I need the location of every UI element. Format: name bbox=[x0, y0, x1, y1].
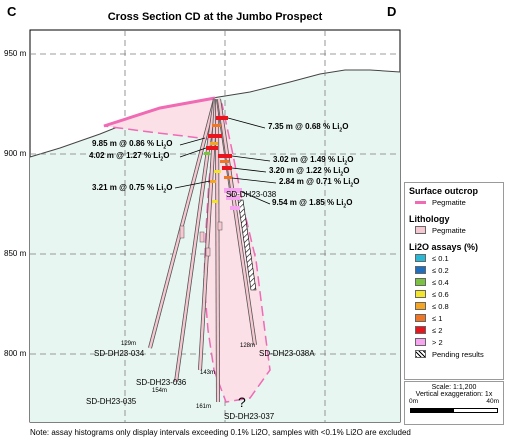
hole-depth-035: 154m bbox=[152, 388, 168, 394]
intercept-label-7: 3.21 m @ 0.75 % Li2O bbox=[92, 183, 173, 195]
footnote: Note: assay histograms only display inte… bbox=[30, 428, 411, 437]
scale-panel: Scale: 1:1,200 Vertical exaggeration: 1x… bbox=[404, 381, 504, 425]
legend-lithology-title: Lithology bbox=[409, 214, 450, 224]
hole-label-038: SD-DH23-038 bbox=[226, 190, 277, 199]
surface-outcrop-pegmatite bbox=[103, 96, 216, 128]
scale-bar: 0m 40m bbox=[405, 398, 503, 414]
legend-assay-row: ≤ 0.8 bbox=[415, 300, 499, 312]
hole-depth-038a: 128m bbox=[240, 343, 256, 349]
scale-bar-graphic bbox=[410, 408, 498, 413]
pending-swatch bbox=[415, 350, 426, 358]
intercept-label-1: 7.35 m @ 0.68 % Li2O bbox=[268, 122, 349, 134]
legend-assay-list: ≤ 0.1 ≤ 0.2 ≤ 0.4 ≤ 0.6 ≤ 0.8 ≤ 1 ≤ 2 > 2 bbox=[415, 252, 499, 348]
assay-bar bbox=[204, 152, 210, 155]
assay-bar bbox=[212, 124, 221, 127]
assay-swatch bbox=[415, 302, 426, 310]
intercept-label-6: 2.84 m @ 0.71 % Li2O bbox=[279, 177, 360, 189]
legend-surface-title: Surface outcrop bbox=[409, 186, 479, 196]
assay-label: ≤ 2 bbox=[432, 325, 443, 335]
section-start-label-c: C bbox=[7, 4, 17, 19]
assay-bar bbox=[216, 116, 228, 120]
assay-label: > 2 bbox=[432, 337, 443, 347]
assay-bar bbox=[214, 170, 221, 173]
assay-swatch bbox=[415, 326, 426, 334]
intercept-leaders bbox=[174, 117, 277, 205]
section-title: Cross Section CD at the Jumbo Prospect bbox=[107, 11, 323, 23]
elevation-label-900: 900 m bbox=[4, 149, 27, 158]
assay-bar bbox=[217, 221, 223, 231]
surface-outcrop-swatch bbox=[415, 200, 426, 204]
assay-swatch bbox=[415, 314, 426, 322]
scale-text: Scale: 1:1,200 bbox=[431, 384, 477, 391]
hole-label-034: SD-DH23-034 bbox=[94, 349, 145, 358]
hole-label-036: SD-DH23-036 bbox=[136, 378, 187, 387]
intercept-label-3: 4.02 m @ 1.27 % Li2O bbox=[89, 151, 170, 163]
hole-depth-036: 143m bbox=[200, 370, 216, 376]
hole-label-035: SD-DH23-035 bbox=[86, 397, 137, 406]
assay-label: ≤ 0.2 bbox=[432, 265, 449, 275]
assay-histograms bbox=[179, 116, 242, 257]
assay-bar bbox=[220, 160, 229, 163]
assay-swatch bbox=[415, 290, 426, 298]
assay-bar bbox=[208, 134, 222, 138]
assay-bar bbox=[230, 206, 240, 210]
elevation-label-850: 850 m bbox=[4, 249, 27, 258]
assay-label: ≤ 0.8 bbox=[432, 301, 449, 311]
intercept-label-4: 3.02 m @ 1.49 % Li2O bbox=[273, 155, 354, 167]
assay-swatch bbox=[415, 266, 426, 274]
assay-bar bbox=[210, 142, 218, 145]
elevation-label-800: 800 m bbox=[4, 349, 27, 358]
legend-assay-row: ≤ 2 bbox=[415, 324, 499, 336]
assay-swatch bbox=[415, 278, 426, 286]
hole-depth-037: 161m bbox=[196, 404, 212, 410]
assay-bar bbox=[226, 196, 240, 200]
hole-depth-034: 129m bbox=[121, 341, 137, 347]
legend-assay-row: ≤ 0.6 bbox=[415, 288, 499, 300]
assay-label: ≤ 0.4 bbox=[432, 277, 449, 287]
legend-panel: Surface outcrop Pegmatite Lithology Pegm… bbox=[404, 182, 504, 380]
vertical-exaggeration-text: Vertical exaggeration: 1x bbox=[415, 391, 493, 398]
legend-assay-row: ≤ 0.1 bbox=[415, 252, 499, 264]
assay-bar bbox=[199, 231, 205, 243]
legend-assay-row: ≤ 0.2 bbox=[415, 264, 499, 276]
assay-bar bbox=[218, 154, 232, 158]
assay-bar bbox=[205, 247, 211, 257]
legend-surface-row: Pegmatite bbox=[415, 196, 499, 208]
scale-start-label: 0m bbox=[409, 398, 419, 405]
assay-bar bbox=[210, 180, 216, 183]
legend-lithology-row: Pegmatite bbox=[415, 224, 499, 236]
section-end-label-d: D bbox=[387, 4, 397, 19]
assay-label: ≤ 1 bbox=[432, 313, 443, 323]
assay-swatch bbox=[415, 254, 426, 262]
assay-bar bbox=[224, 176, 232, 179]
assay-label: ≤ 0.6 bbox=[432, 289, 449, 299]
pending-results-interval bbox=[237, 199, 257, 291]
legend-assay-row: ≤ 1 bbox=[415, 312, 499, 324]
assay-bar bbox=[212, 200, 218, 203]
assay-bar bbox=[179, 225, 185, 239]
hole-label-037: SD-DH23-037 bbox=[224, 412, 275, 421]
legend-assay-row: ≤ 0.4 bbox=[415, 276, 499, 288]
assay-bar bbox=[222, 166, 232, 170]
hole-label-038a: SD-DH23-038A bbox=[259, 349, 315, 358]
lithology-swatch bbox=[415, 226, 426, 234]
assay-label: ≤ 0.1 bbox=[432, 253, 449, 263]
elevation-label-950: 950 m bbox=[4, 49, 27, 58]
assay-swatch bbox=[415, 338, 426, 346]
assay-bar bbox=[206, 146, 218, 150]
uncertain-extent-marker: ? bbox=[238, 394, 246, 410]
intercept-label-5: 3.20 m @ 1.22 % Li2O bbox=[269, 166, 350, 178]
assay-bar bbox=[224, 188, 242, 193]
intercept-label-8: 9.54 m @ 1.85 % Li2O bbox=[272, 198, 353, 210]
intercept-label-2: 9.85 m @ 0.86 % Li2O bbox=[92, 139, 173, 151]
legend-assay-row: > 2 bbox=[415, 336, 499, 348]
drill-holes bbox=[148, 98, 257, 403]
legend-pending-row: Pending results bbox=[415, 348, 499, 360]
scale-end-label: 40m bbox=[486, 398, 499, 405]
legend-assays-title: Li2O assays (%) bbox=[409, 242, 479, 252]
topography-line bbox=[29, 69, 401, 158]
